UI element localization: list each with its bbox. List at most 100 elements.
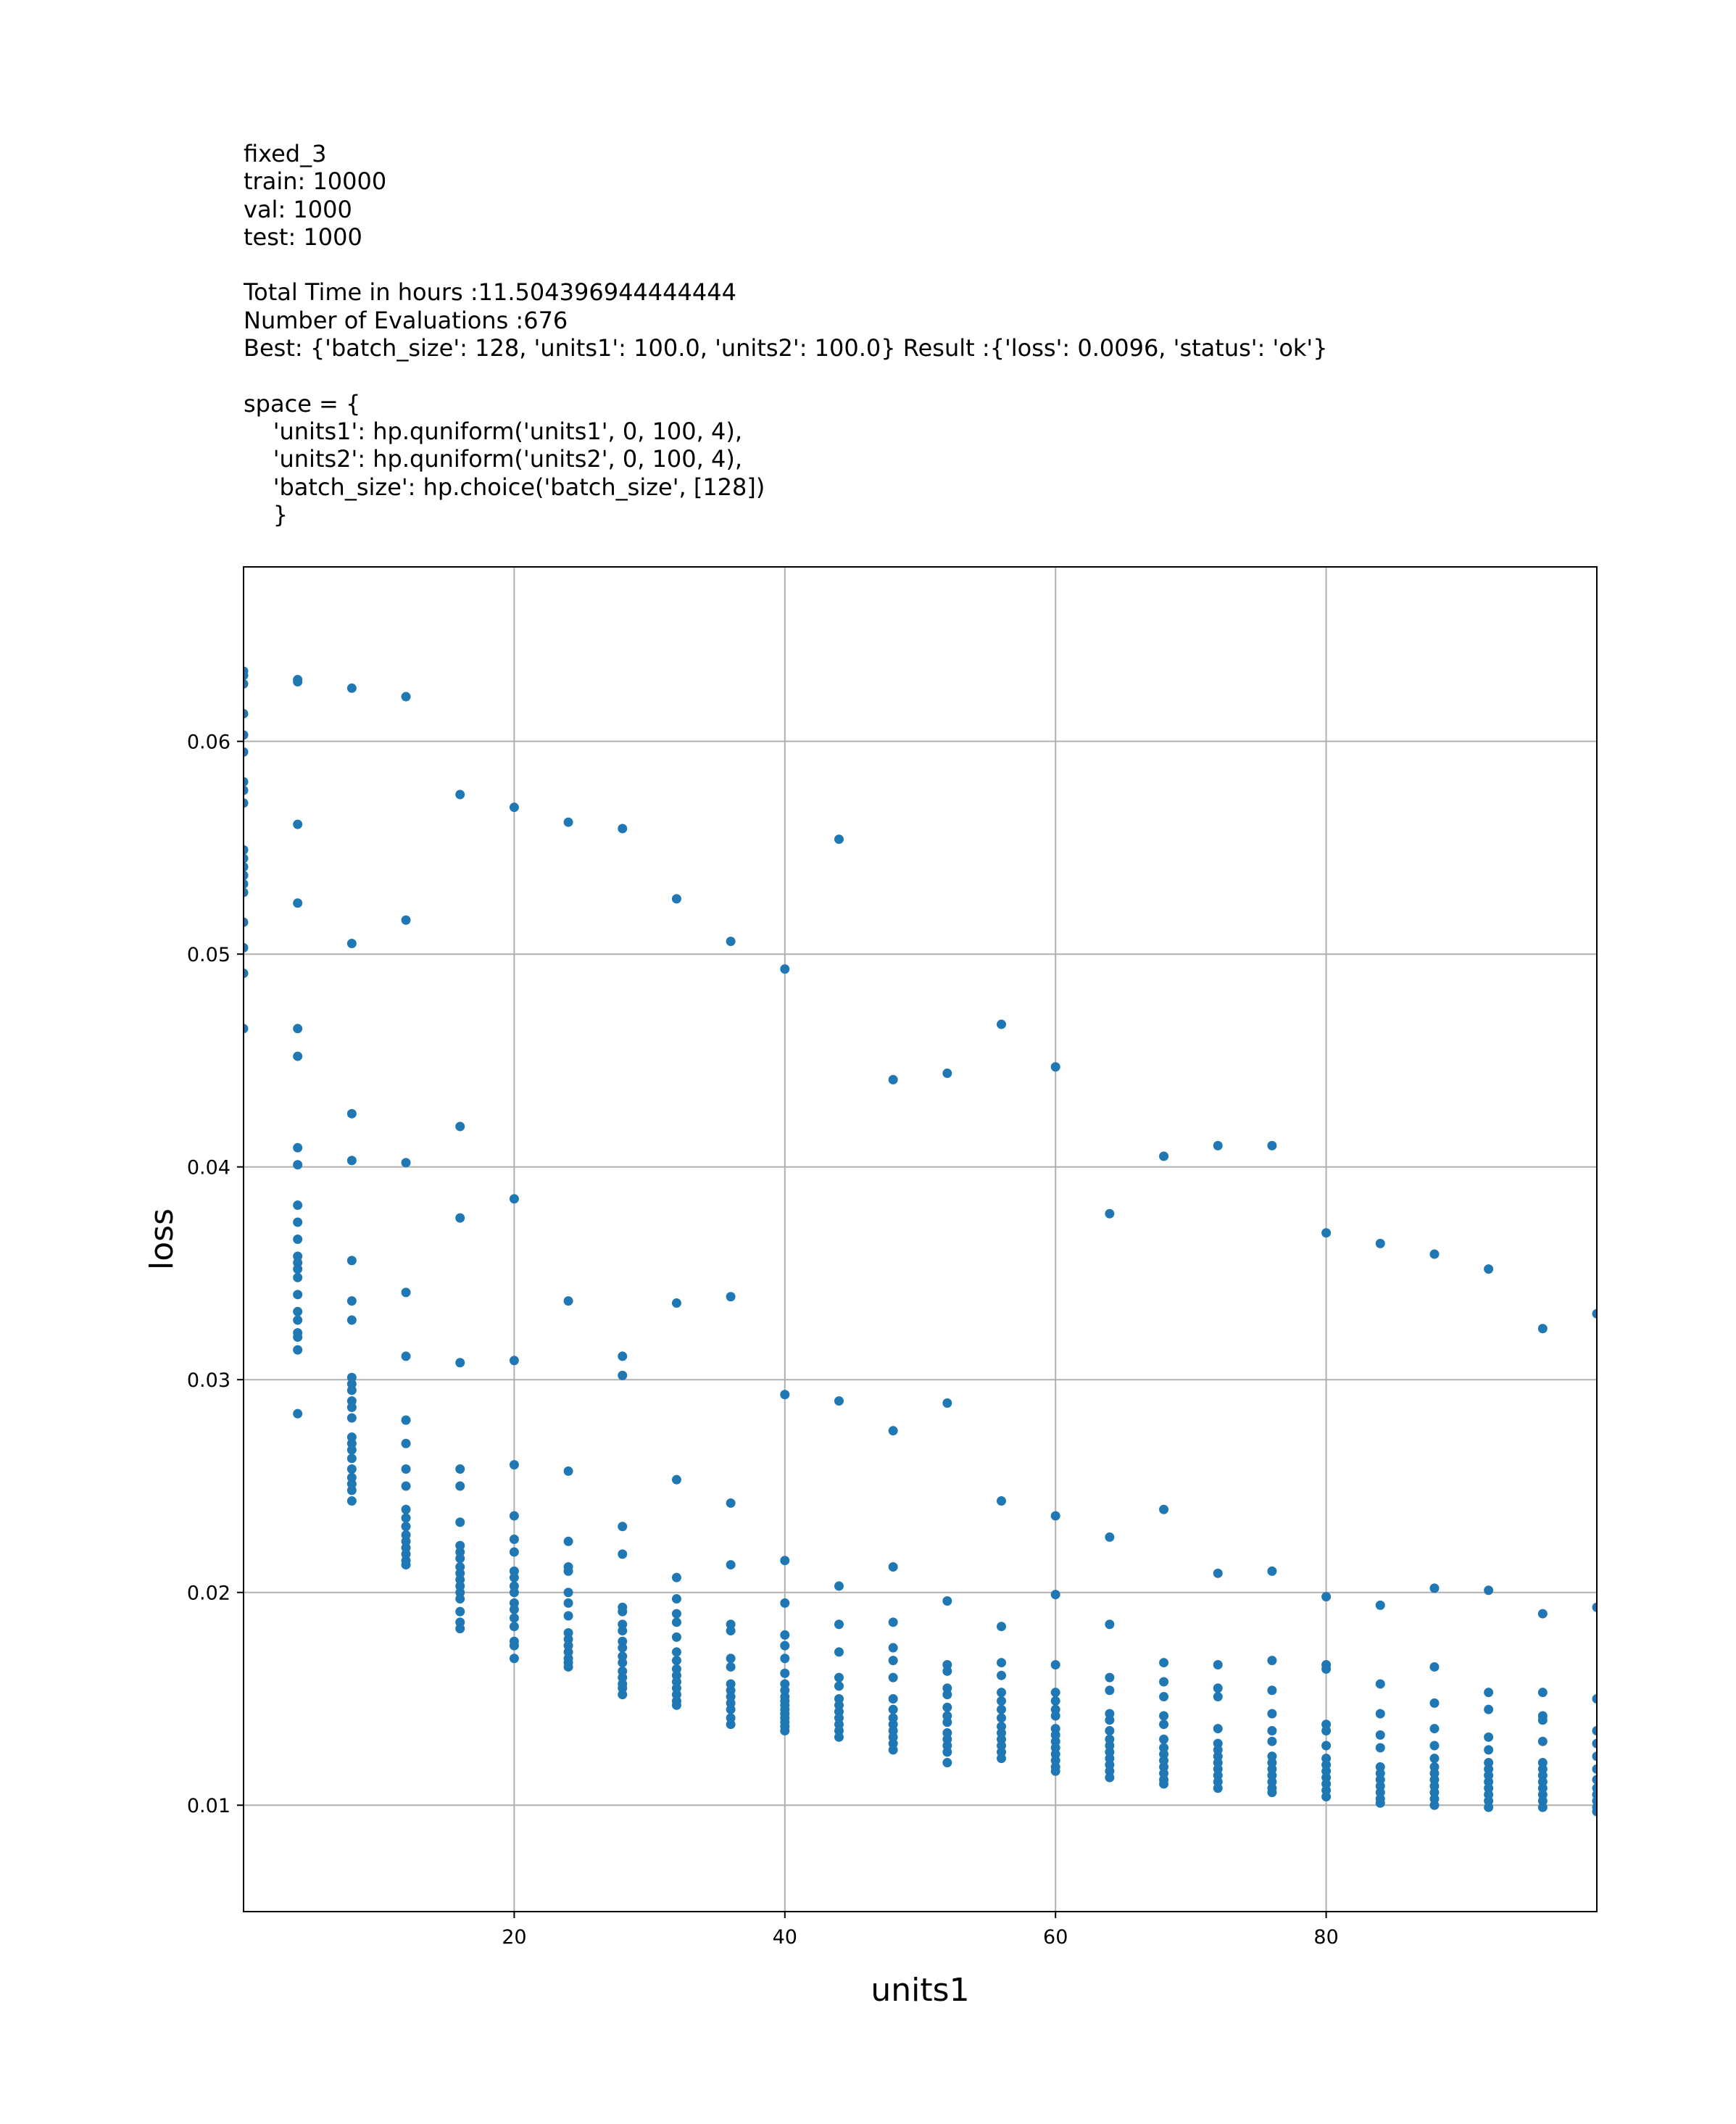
data-point (1105, 1208, 1115, 1219)
data-point (346, 1464, 357, 1474)
data-point (726, 1560, 736, 1570)
data-point (293, 1332, 303, 1343)
data-point (455, 1517, 465, 1527)
data-point (455, 1121, 465, 1132)
data-point (834, 1672, 844, 1683)
data-point (509, 1654, 519, 1664)
data-point (563, 1598, 573, 1608)
data-point (509, 1356, 519, 1366)
data-point (1592, 1602, 1597, 1612)
data-point (618, 1643, 628, 1653)
data-point (1105, 1772, 1115, 1783)
header-line: fixed_3 (244, 140, 327, 167)
data-point (671, 894, 681, 904)
data-point (1537, 1802, 1548, 1812)
data-point (997, 1019, 1007, 1029)
data-point (888, 1704, 898, 1714)
data-point (780, 1640, 790, 1651)
data-point (726, 1719, 736, 1730)
data-point (1537, 1688, 1548, 1698)
data-point (1429, 1662, 1440, 1672)
data-point (726, 1654, 736, 1664)
data-point (726, 1292, 736, 1302)
data-point (563, 1611, 573, 1621)
data-point (1213, 1783, 1223, 1793)
data-point (244, 776, 249, 787)
data-point (293, 1315, 303, 1325)
y-tick-label: 0.06 (187, 731, 231, 754)
data-point (997, 1754, 1007, 1764)
data-point (1592, 1775, 1597, 1785)
data-point (455, 789, 465, 800)
data-point (1159, 1779, 1169, 1789)
data-point (293, 1264, 303, 1274)
header-line: train: 10000 (244, 167, 387, 196)
y-tick-label: 0.05 (187, 944, 231, 966)
data-point (293, 1409, 303, 1419)
y-tick-label: 0.02 (187, 1582, 231, 1605)
data-point (671, 1656, 681, 1666)
data-point (780, 1556, 790, 1566)
data-point (1321, 1792, 1332, 1802)
data-point (1375, 1679, 1385, 1689)
data-point (455, 1594, 465, 1604)
data-point (1429, 1249, 1440, 1259)
x-tick-label: 40 (773, 1926, 797, 1949)
data-point (1429, 1754, 1440, 1764)
data-point (293, 1024, 303, 1034)
data-point (1592, 1726, 1597, 1736)
data-point (780, 1598, 790, 1608)
data-point (1375, 1600, 1385, 1610)
data-point (1321, 1741, 1332, 1751)
data-point (244, 862, 249, 872)
y-tick-label: 0.04 (187, 1157, 231, 1179)
data-point (618, 1549, 628, 1559)
data-point (455, 1358, 465, 1368)
data-point (1484, 1802, 1494, 1812)
data-point (942, 1398, 952, 1409)
data-point (1375, 1709, 1385, 1719)
y-tick-label: 0.01 (187, 1795, 231, 1817)
data-point (293, 1272, 303, 1282)
data-point (1105, 1726, 1115, 1736)
data-point (455, 1624, 465, 1634)
data-point (1484, 1704, 1494, 1714)
data-point (1213, 1140, 1223, 1150)
data-point (1213, 1660, 1223, 1670)
data-point (726, 1662, 736, 1672)
data-point (997, 1496, 1007, 1506)
data-point (509, 1604, 519, 1614)
data-point (1105, 1672, 1115, 1683)
data-point (401, 1504, 411, 1514)
data-point (509, 1511, 519, 1521)
data-point (834, 1619, 844, 1630)
data-point (509, 802, 519, 813)
figure-header: fixed_3 train: 10000 val: 1000 test: 1000 To… (244, 140, 1328, 528)
data-point (401, 1481, 411, 1491)
data-point (888, 1426, 898, 1436)
data-point (1321, 1726, 1332, 1736)
data-point (1050, 1696, 1060, 1706)
y-tick-label: 0.03 (187, 1369, 231, 1392)
data-point (346, 939, 357, 949)
data-point (1105, 1619, 1115, 1630)
data-point (834, 1396, 844, 1406)
data-point (1159, 1734, 1169, 1744)
data-point (244, 917, 249, 927)
data-point (1537, 1736, 1548, 1746)
header-line: Total Time in hours :11.504396944444444 (244, 278, 736, 307)
data-point (997, 1688, 1007, 1698)
data-point (563, 1296, 573, 1306)
data-point (346, 1496, 357, 1506)
data-point (401, 1158, 411, 1168)
data-point (1484, 1264, 1494, 1274)
data-point (888, 1074, 898, 1084)
data-point (1267, 1140, 1277, 1150)
data-point (618, 1690, 628, 1700)
data-point (1537, 1715, 1548, 1725)
data-point (509, 1613, 519, 1623)
data-point (244, 1024, 249, 1034)
data-point (942, 1666, 952, 1676)
data-point (1592, 1738, 1597, 1748)
axis-ticks: 20 40 60 80 0.01 0.02 0.03 0.04 0.05 0.06 (187, 731, 1339, 1949)
